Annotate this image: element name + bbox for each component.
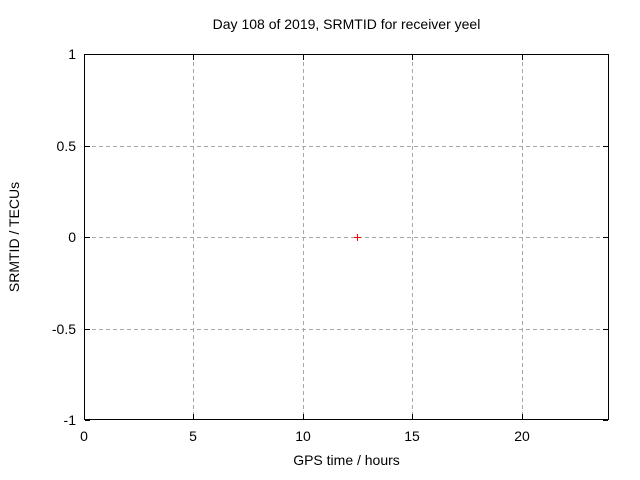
- chart-title: Day 108 of 2019, SRMTID for receiver yee…: [212, 16, 481, 32]
- x-tick-top: [84, 55, 85, 60]
- x-tick-bottom: [522, 414, 523, 419]
- y-tick-left: [85, 420, 90, 421]
- y-tick-right: [603, 54, 608, 55]
- plus-marker-vertical: [357, 234, 358, 241]
- x-tick-label: 5: [189, 428, 197, 444]
- y-tick-left: [85, 54, 90, 55]
- x-tick-bottom: [412, 414, 413, 419]
- x-tick-top: [303, 55, 304, 60]
- y-gridline: [85, 329, 608, 330]
- x-tick-label: 20: [514, 428, 530, 444]
- y-tick-label: -0.5: [51, 321, 76, 337]
- y-gridline: [85, 237, 608, 238]
- x-tick-top: [412, 55, 413, 60]
- x-tick-label: 0: [80, 428, 88, 444]
- x-tick-label: 10: [295, 428, 311, 444]
- x-tick-bottom: [303, 414, 304, 419]
- y-tick-right: [603, 146, 608, 147]
- x-tick-label: 15: [404, 428, 420, 444]
- x-axis-label: GPS time / hours: [293, 452, 400, 468]
- data-point-marker: [354, 234, 361, 241]
- x-tick-bottom: [193, 414, 194, 419]
- y-tick-left: [85, 237, 90, 238]
- x-tick-bottom: [84, 414, 85, 419]
- y-tick-left: [85, 329, 90, 330]
- x-tick-top: [193, 55, 194, 60]
- y-tick-right: [603, 237, 608, 238]
- x-tick-top: [522, 55, 523, 60]
- y-tick-right: [603, 420, 608, 421]
- y-tick-right: [603, 329, 608, 330]
- y-tick-label: -1: [63, 412, 76, 428]
- y-gridline: [85, 146, 608, 147]
- plot-area: [84, 54, 609, 420]
- y-tick-label: 1: [68, 46, 76, 62]
- y-tick-label: 0.5: [56, 138, 76, 154]
- y-tick-label: 0: [68, 229, 76, 245]
- y-tick-left: [85, 146, 90, 147]
